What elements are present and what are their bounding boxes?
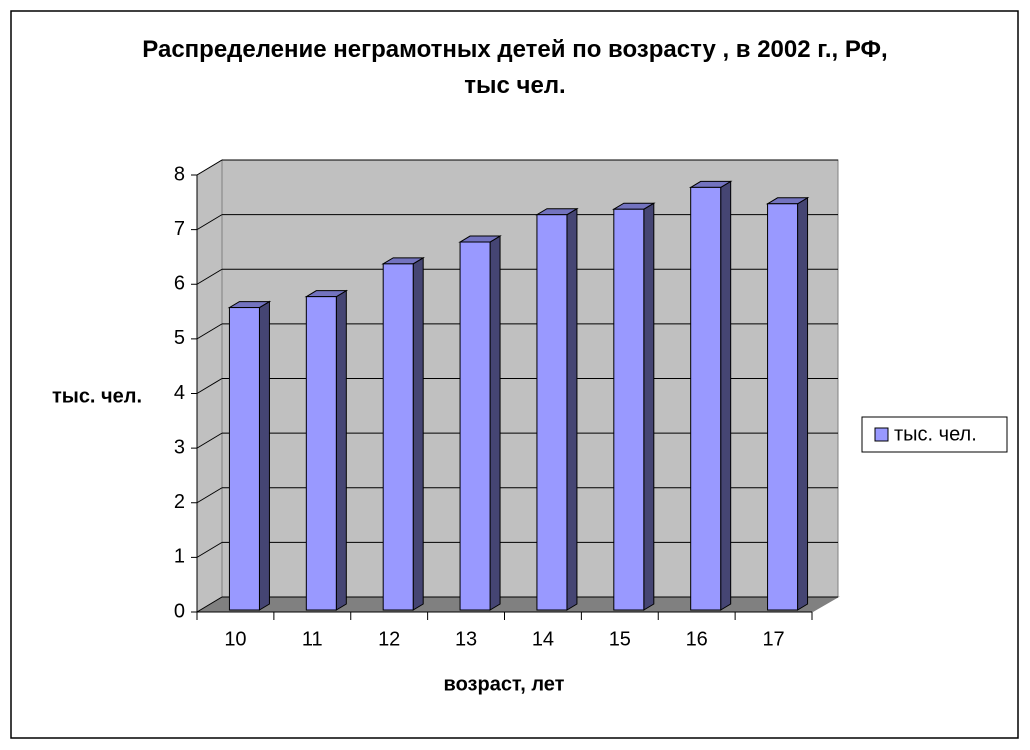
- x-axis-label: возраст, лет: [444, 673, 565, 695]
- y-tick-label: 6: [174, 273, 185, 295]
- legend-label: тыс. чел.: [894, 423, 977, 445]
- bar-side: [797, 196, 809, 611]
- y-tick-label: 8: [174, 163, 185, 185]
- grid-line: [196, 432, 223, 449]
- y-tick-label: 1: [174, 546, 185, 568]
- bar: [613, 208, 645, 611]
- bar: [228, 307, 260, 611]
- grid-line: [196, 378, 223, 394]
- x-tick-label: 14: [532, 628, 554, 650]
- bar-side: [643, 202, 655, 611]
- bar-side: [335, 289, 347, 611]
- y-tick-label: 7: [174, 218, 185, 240]
- legend-swatch: [874, 427, 889, 442]
- y-tick-label: 2: [174, 491, 185, 513]
- x-tick-label: 17: [762, 628, 784, 650]
- x-tick-label: 10: [224, 628, 246, 650]
- x-tick-label: 15: [609, 628, 631, 650]
- grid-line: [196, 268, 223, 285]
- chart-title: Распределение неграмотных детей по возра…: [142, 36, 888, 99]
- legend: тыс. чел.: [874, 423, 977, 445]
- x-tick-label: 13: [455, 628, 477, 650]
- y-tick-label: 5: [174, 327, 185, 349]
- bar-side: [489, 235, 501, 611]
- bar: [382, 263, 414, 611]
- y-axis-label: тыс. чел.: [52, 385, 142, 407]
- bar-side: [258, 300, 270, 611]
- bar: [305, 296, 337, 611]
- y-tick-label: 4: [174, 382, 185, 404]
- bar: [767, 203, 799, 611]
- x-tick-label: 16: [686, 628, 708, 650]
- grid-line: [196, 541, 223, 558]
- bar: [536, 214, 568, 611]
- y-tick-label: 3: [174, 436, 185, 458]
- grid-line: [196, 596, 223, 613]
- x-tick-label: 11: [302, 628, 323, 650]
- bar-side: [566, 207, 578, 611]
- bar: [690, 186, 722, 611]
- grid-line: [196, 487, 223, 504]
- bar-side: [720, 180, 732, 611]
- grid-line: [196, 323, 223, 340]
- grid-line: [196, 214, 223, 231]
- bar-side: [412, 256, 424, 611]
- y-tick-label: 0: [174, 600, 185, 622]
- x-tick-label: 12: [378, 628, 400, 650]
- bar: [459, 241, 491, 611]
- grid-line: [196, 159, 223, 176]
- floor: [195, 596, 840, 613]
